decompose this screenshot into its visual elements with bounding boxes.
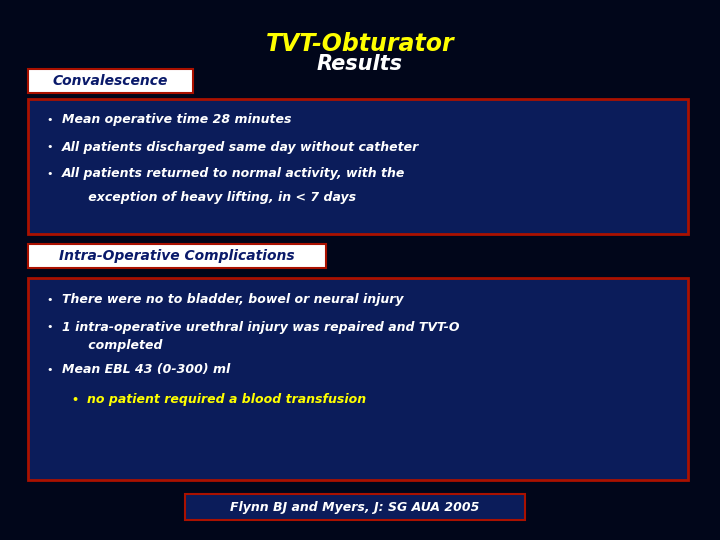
Text: TVT-Obturator: TVT-Obturator [266, 32, 454, 56]
Text: All patients discharged same day without catheter: All patients discharged same day without… [62, 140, 419, 153]
Text: 1 intra-operative urethral injury was repaired and TVT-O: 1 intra-operative urethral injury was re… [62, 321, 459, 334]
FancyBboxPatch shape [28, 69, 193, 93]
FancyBboxPatch shape [28, 99, 688, 234]
Text: •: • [47, 295, 53, 305]
Text: •: • [71, 395, 78, 405]
Text: •: • [47, 115, 53, 125]
FancyBboxPatch shape [28, 244, 326, 268]
Text: •: • [47, 322, 53, 332]
Text: no patient required a blood transfusion: no patient required a blood transfusion [87, 394, 366, 407]
Text: •: • [47, 365, 53, 375]
Text: All patients returned to normal activity, with the: All patients returned to normal activity… [62, 167, 405, 180]
Text: There were no to bladder, bowel or neural injury: There were no to bladder, bowel or neura… [62, 294, 403, 307]
Text: exception of heavy lifting, in < 7 days: exception of heavy lifting, in < 7 days [62, 192, 356, 205]
Text: •: • [47, 142, 53, 152]
FancyBboxPatch shape [185, 494, 525, 520]
Text: Mean operative time 28 minutes: Mean operative time 28 minutes [62, 113, 292, 126]
Text: •: • [47, 169, 53, 179]
Text: Intra-Operative Complications: Intra-Operative Complications [59, 249, 294, 263]
Text: Flynn BJ and Myers, J: SG AUA 2005: Flynn BJ and Myers, J: SG AUA 2005 [230, 501, 480, 514]
Text: Results: Results [317, 54, 403, 74]
FancyBboxPatch shape [28, 278, 688, 480]
Text: Mean EBL 43 (0-300) ml: Mean EBL 43 (0-300) ml [62, 363, 230, 376]
Text: Convalescence: Convalescence [53, 74, 168, 88]
Text: completed: completed [62, 339, 163, 352]
